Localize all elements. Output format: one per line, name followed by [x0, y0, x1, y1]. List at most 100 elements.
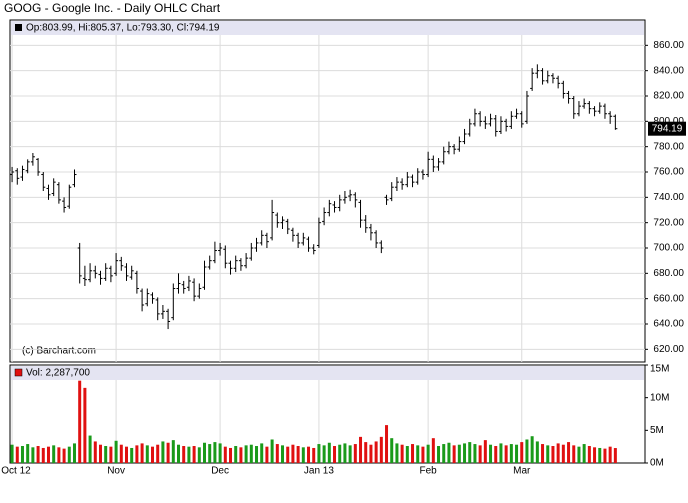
y2-tick-label: 10M [650, 392, 669, 403]
y-tick-label: 840.00 [653, 65, 684, 76]
volume-bar [249, 444, 253, 463]
volume-bar [348, 445, 352, 463]
x-tick-label: Oct 12 [1, 466, 31, 477]
volume-bar [598, 447, 602, 463]
volume-bar [192, 446, 196, 463]
volume-bar [333, 446, 337, 463]
volume-bar [57, 447, 61, 463]
volume-bar [197, 447, 201, 463]
volume-bar [171, 440, 175, 463]
price-header: Op:803.99, Hi:805.37, Lo:793.30, Cl:794.… [26, 23, 220, 34]
volume-bar [431, 438, 435, 463]
volume-bar [229, 447, 233, 463]
volume-bar [187, 446, 191, 463]
volume-bar [150, 446, 154, 463]
volume-bar [509, 444, 513, 463]
volume-bar [442, 444, 446, 463]
volume-bar [265, 446, 269, 463]
volume-bar [208, 444, 212, 463]
volume-bar [551, 446, 555, 463]
volume-bar [457, 444, 461, 463]
volume-bar [41, 447, 45, 463]
volume-bar [567, 442, 571, 463]
volume-bar [124, 446, 128, 463]
volume-bar [291, 444, 295, 463]
volume-bar [385, 425, 389, 463]
volume-bar [613, 448, 617, 463]
volume-bar [421, 446, 425, 463]
volume-bar [369, 444, 373, 463]
volume-bar [239, 447, 243, 463]
y-tick-label: 660.00 [653, 293, 684, 304]
x-tick-label: Dec [211, 466, 229, 477]
volume-bar [364, 442, 368, 463]
volume-bar [177, 444, 181, 463]
volume-bar [166, 442, 170, 463]
last-price-box [648, 121, 686, 136]
volume-bar [395, 443, 399, 463]
y-tick-label: 640.00 [653, 319, 684, 330]
volume-bar [582, 444, 586, 463]
volume-header-bar [11, 366, 644, 380]
volume-bar [140, 443, 144, 463]
volume-bar [322, 445, 326, 463]
volume-bar [587, 446, 591, 463]
volume-bar [218, 443, 222, 463]
volume-bar [426, 444, 430, 463]
volume-bar [463, 443, 467, 463]
volume-bar [270, 439, 274, 463]
volume-bar [317, 444, 321, 463]
y2-tick-label: 0M [650, 458, 664, 469]
volume-bar [255, 446, 259, 463]
volume-bar [114, 440, 118, 463]
volume-bar [62, 448, 66, 463]
y-tick-label: 780.00 [653, 141, 684, 152]
volume-bar [83, 387, 87, 463]
volume-bar [400, 444, 404, 463]
y-tick-label: 700.00 [653, 243, 684, 254]
volume-bar [260, 443, 264, 463]
volume-bar [156, 444, 160, 463]
y2-tick-label: 5M [650, 425, 664, 436]
volume-bar [556, 443, 560, 463]
volume-bar [353, 444, 357, 463]
volume-bar [275, 444, 279, 463]
volume-bar [416, 445, 420, 463]
volume-bar [301, 447, 305, 463]
volume-bar [577, 446, 581, 463]
y2-tick-label: 15M [650, 364, 669, 375]
volume-bar [244, 445, 248, 463]
x-tick-label: Jan 13 [304, 466, 334, 477]
volume-bar [411, 444, 415, 463]
volume-bar [489, 444, 493, 463]
volume-bar [525, 439, 529, 463]
price-header-marker [15, 24, 22, 31]
volume-bar [109, 446, 113, 463]
volume-bar [88, 435, 92, 463]
volume-bar [379, 436, 383, 463]
volume-bar [307, 446, 311, 463]
volume-bar [72, 443, 76, 463]
volume-bar [161, 441, 165, 463]
volume-bar [119, 444, 123, 463]
volume-bar [520, 442, 524, 463]
price-panel [9, 19, 646, 363]
volume-bar [447, 442, 451, 463]
volume-bar [15, 446, 19, 463]
watermark: (c) Barchart.com [22, 346, 96, 357]
volume-bar [478, 445, 482, 463]
volume-bar [359, 436, 363, 463]
volume-bar [515, 444, 519, 463]
volume-bar [561, 444, 565, 463]
price-header-bar [11, 21, 644, 35]
volume-bar [135, 445, 139, 463]
volume-bar [203, 442, 207, 463]
volume-bar [504, 445, 508, 463]
y-tick-label: 760.00 [653, 167, 684, 178]
volume-bar [286, 446, 290, 463]
x-tick-label: Nov [107, 466, 125, 477]
volume-bar [312, 447, 316, 463]
volume-bar [374, 441, 378, 463]
volume-bar [67, 446, 71, 463]
